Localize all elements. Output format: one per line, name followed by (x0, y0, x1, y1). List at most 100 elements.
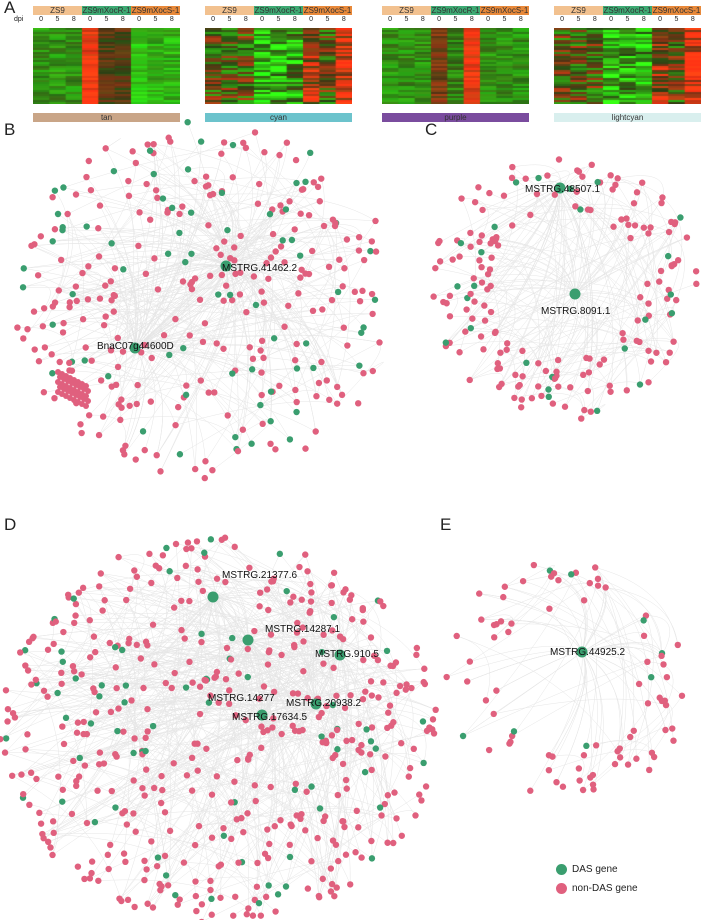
non-das-gene-node (120, 850, 128, 857)
das-gene-node (208, 895, 215, 903)
non-das-gene-node (479, 206, 486, 214)
panel-label-d: D (4, 515, 17, 534)
das-gene-node (363, 726, 370, 733)
timepoint-label: 0 (609, 16, 614, 23)
non-das-gene-node (277, 202, 284, 209)
non-das-gene-node (80, 718, 87, 726)
non-das-gene-node (66, 299, 73, 306)
non-das-gene-node (528, 395, 536, 402)
non-das-gene-node (234, 447, 242, 455)
non-das-gene-node (215, 863, 222, 870)
non-das-gene-node (500, 593, 507, 601)
non-das-gene-node (252, 797, 259, 805)
hub-gene-node (576, 646, 588, 658)
non-das-gene-node (388, 722, 395, 729)
non-das-gene-node (398, 740, 405, 747)
das-gene-node (111, 644, 119, 651)
non-das-gene-node (124, 896, 132, 904)
non-das-gene-node (368, 837, 375, 845)
non-das-gene-node (619, 329, 626, 337)
non-das-gene-node (133, 641, 140, 649)
non-das-gene-node (251, 782, 259, 789)
group-header: ZS9 (205, 6, 254, 15)
das-gene-node (166, 351, 173, 359)
non-das-gene-node (213, 575, 221, 582)
das-gene-node (523, 359, 530, 367)
non-das-gene-node (2, 687, 10, 694)
non-das-gene-node (58, 680, 65, 687)
non-das-gene-node (559, 783, 567, 790)
das-gene-node (252, 301, 260, 309)
non-das-gene-node (182, 562, 190, 570)
non-das-gene-node (231, 778, 238, 785)
non-das-gene-node (287, 599, 294, 606)
timepoint-label: 8 (120, 16, 125, 23)
non-das-gene-node (352, 849, 359, 856)
das-gene-node (648, 673, 655, 681)
node-label: BnaC07g44600D (97, 341, 174, 352)
non-das-gene-node (545, 752, 553, 759)
non-das-gene-node (92, 648, 99, 656)
non-das-gene-node (270, 688, 278, 696)
non-das-gene-node (0, 735, 4, 743)
timepoint-label: 5 (153, 16, 158, 23)
non-das-gene-node (39, 323, 47, 330)
non-das-gene-node (208, 834, 216, 841)
non-das-gene-node (386, 702, 394, 709)
das-gene-node (358, 329, 365, 336)
non-das-gene-node (368, 238, 376, 245)
non-das-gene-node (114, 334, 122, 342)
das-gene-node (122, 682, 130, 689)
non-das-gene-node (670, 338, 677, 345)
non-das-gene-node (183, 772, 191, 779)
das-dot-icon (556, 864, 567, 875)
non-das-gene-node (277, 816, 284, 824)
non-das-gene-node (197, 377, 204, 384)
non-das-gene-node (119, 348, 127, 355)
das-gene-node (59, 224, 66, 231)
das-gene-node (510, 728, 518, 735)
non-das-gene-node (307, 580, 314, 588)
non-das-gene-node (449, 256, 456, 263)
non-das-gene-node (55, 773, 62, 780)
non-das-gene-node (161, 809, 169, 816)
non-das-dot-icon (556, 883, 567, 894)
hub-gene-node (242, 634, 254, 646)
non-das-gene-node (41, 344, 49, 351)
non-das-gene-node (286, 198, 293, 205)
hub-gene-node (569, 288, 581, 300)
non-das-gene-node (193, 907, 200, 915)
non-das-gene-node (380, 679, 387, 686)
non-das-gene-node (360, 370, 367, 377)
non-das-gene-node (115, 705, 122, 712)
non-das-gene-node (369, 367, 377, 375)
non-das-gene-node (108, 787, 115, 795)
non-das-gene-node (64, 210, 71, 218)
non-das-gene-node (85, 388, 91, 394)
das-gene-node (293, 408, 300, 416)
das-gene-node (49, 321, 56, 328)
non-das-gene-node (192, 878, 199, 885)
non-das-gene-node (527, 787, 534, 794)
non-das-gene-node (195, 578, 202, 585)
non-das-gene-node (668, 262, 675, 269)
das-gene-node (188, 250, 195, 257)
non-das-gene-node (315, 379, 323, 387)
non-das-gene-node (590, 786, 597, 793)
non-das-gene-node (362, 688, 369, 695)
non-das-gene-node (150, 784, 158, 792)
non-das-gene-node (217, 894, 224, 901)
non-das-gene-node (412, 812, 419, 819)
non-das-gene-node (353, 807, 360, 815)
timepoint-label: 5 (502, 16, 507, 23)
non-das-gene-node (343, 737, 350, 745)
non-das-gene-node (300, 668, 307, 675)
non-das-gene-node (393, 689, 400, 697)
timepoint-label: 5 (104, 16, 109, 23)
non-das-gene-node (505, 628, 512, 636)
group-header: ZS9mXocS-1 (303, 6, 352, 15)
timepoint-label: 8 (169, 16, 174, 23)
non-das-gene-node (612, 181, 619, 189)
das-gene-node (308, 783, 315, 790)
das-gene-node (176, 229, 183, 237)
